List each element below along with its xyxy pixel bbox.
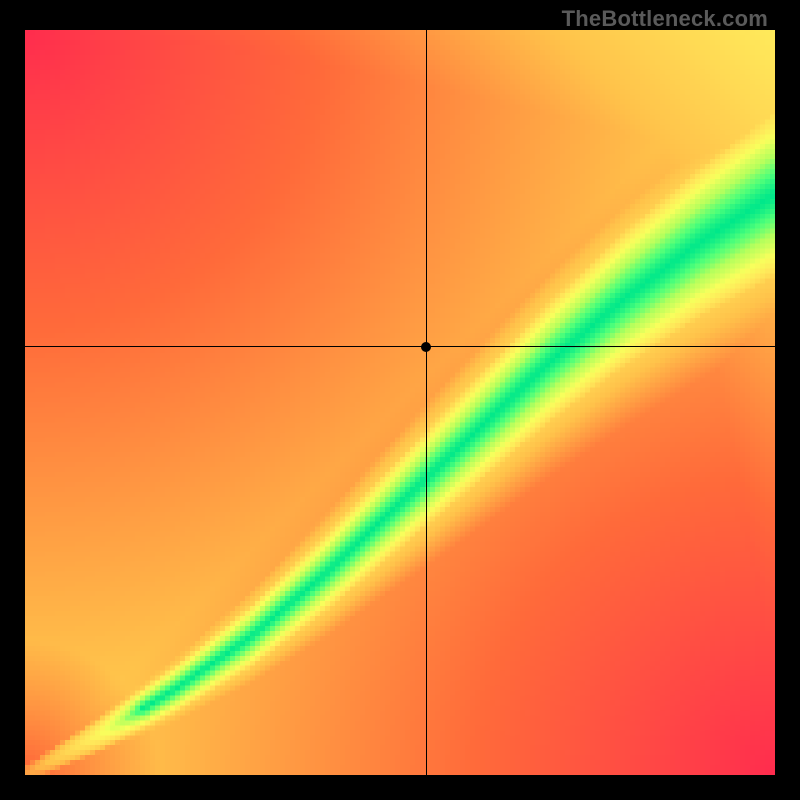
crosshair-marker [421,342,431,352]
crosshair-horizontal [25,346,775,347]
watermark-text: TheBottleneck.com [562,6,768,32]
crosshair-vertical [426,30,427,775]
chart-frame [0,0,800,800]
heatmap-canvas [25,30,775,775]
